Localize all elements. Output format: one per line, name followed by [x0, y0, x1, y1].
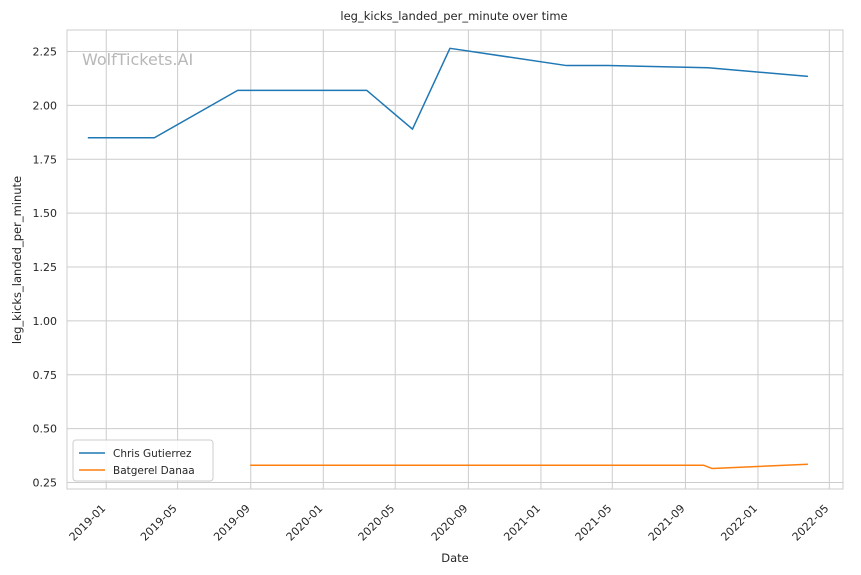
y-tick-label: 1.25	[33, 261, 58, 274]
y-axis-label: leg_kicks_landed_per_minute	[10, 176, 24, 344]
data-point	[711, 468, 713, 470]
legend: Chris Gutierrez Batgerel Danaa	[72, 439, 214, 482]
data-point	[707, 67, 709, 69]
data-point	[607, 65, 609, 67]
y-axis-ticks: 0.25 0.50 0.75 1.00 1.25 1.50 1.75 2.00 2.25	[33, 46, 58, 490]
grid-lines	[67, 30, 843, 489]
data-point	[807, 463, 809, 465]
y-tick-label: 0.75	[33, 369, 58, 382]
series-line-2	[250, 463, 808, 470]
y-tick-label: 0.50	[33, 423, 58, 436]
watermark: WolfTickets.AI	[82, 50, 193, 69]
data-point	[566, 65, 568, 67]
legend-box	[72, 439, 214, 482]
y-tick-label: 2.25	[33, 46, 58, 59]
y-tick-label: 0.25	[33, 477, 58, 490]
legend-label: Chris Gutierrez	[113, 448, 192, 460]
data-point	[703, 464, 705, 466]
data-point	[807, 76, 809, 78]
chart-title: leg_kicks_landed_per_minute over time	[340, 9, 567, 23]
y-tick-label: 2.00	[33, 99, 58, 112]
y-tick-label: 1.00	[33, 315, 58, 328]
data-point	[87, 137, 89, 139]
y-tick-label: 1.75	[33, 153, 58, 166]
x-axis-label: Date	[441, 551, 469, 565]
series-line-1	[87, 47, 808, 139]
data-point	[237, 90, 239, 92]
data-point	[154, 137, 156, 139]
data-point	[412, 128, 414, 130]
plot-area	[66, 29, 844, 490]
legend-label: Batgerel Danaa	[113, 465, 195, 477]
data-point	[249, 464, 251, 466]
data-point	[366, 90, 368, 92]
data-point	[449, 48, 451, 50]
y-tick-label: 1.50	[33, 207, 58, 220]
series-layer	[87, 47, 809, 470]
